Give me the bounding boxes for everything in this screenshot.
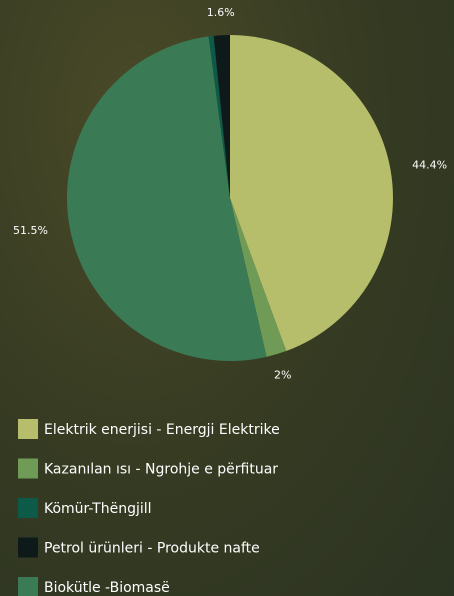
legend-label: Kazanılan ısı - Ngrohje e përfituar (44, 462, 278, 478)
legend-swatch (18, 577, 38, 596)
pie-slice (208, 35, 230, 198)
pie-slice (230, 35, 393, 352)
legend-swatch (18, 498, 38, 518)
pie-slice (230, 198, 287, 357)
data-label: 2% (274, 368, 291, 381)
legend-swatch (18, 537, 38, 558)
pie-slice (213, 35, 230, 198)
data-label: 44.4% (412, 159, 447, 172)
legend-label: Petrol ürünleri - Produkte nafte (44, 541, 260, 557)
data-label: 51.5% (13, 224, 48, 237)
legend-label: Kömür-Thëngjill (44, 501, 152, 517)
legend-label: Biokütle -Biomasë (44, 580, 170, 596)
data-label: 1.6% (207, 6, 235, 19)
legend-swatch (18, 458, 38, 479)
legend-label: Elektrik enerjisi - Energji Elektrike (44, 422, 280, 438)
legend-swatch (18, 419, 38, 439)
pie-slice (66, 36, 267, 362)
